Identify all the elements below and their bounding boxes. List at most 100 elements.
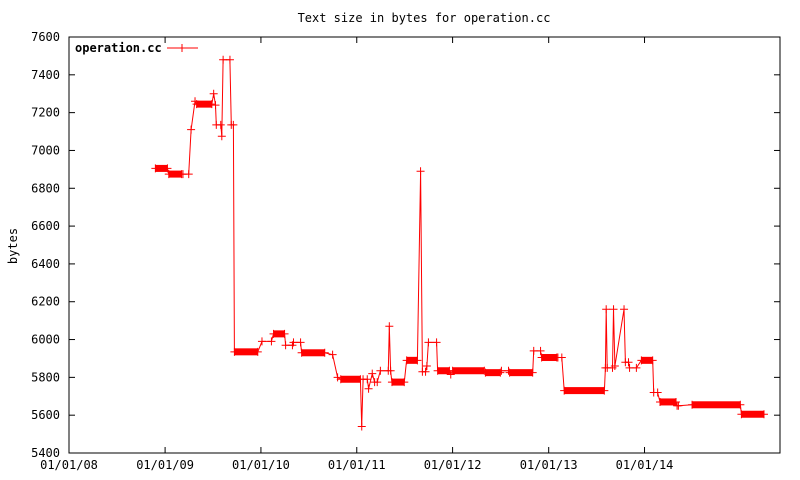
data-point-marker [385, 322, 394, 331]
y-tick-label: 6400 [31, 257, 60, 271]
data-point-marker [219, 55, 228, 64]
data-point-marker [187, 125, 196, 134]
x-tick-label: 01/01/11 [328, 458, 386, 472]
x-tick-label: 01/01/13 [520, 458, 578, 472]
dense-marker-run [168, 170, 182, 178]
x-tick-label: 01/01/10 [232, 458, 290, 472]
y-tick-label: 7600 [31, 30, 60, 44]
x-tick-label: 01/01/12 [424, 458, 482, 472]
data-point-marker [363, 375, 372, 384]
dense-marker-run [273, 330, 285, 338]
data-point-marker [373, 378, 382, 387]
data-point-marker [376, 366, 385, 375]
data-point-marker [357, 422, 366, 431]
data-point-marker [424, 338, 433, 347]
data-point-marker [368, 369, 377, 378]
dense-marker-run [234, 348, 258, 356]
data-point-marker [496, 368, 505, 377]
y-tick-label: 7200 [31, 106, 60, 120]
dense-marker-run [406, 356, 418, 364]
dense-marker-run [391, 378, 405, 386]
data-point-marker [620, 305, 629, 314]
series-markers [151, 55, 768, 431]
data-point-marker [600, 386, 609, 395]
data-point-marker [280, 329, 289, 338]
data-point-marker [446, 370, 455, 379]
data-point-marker [217, 132, 226, 141]
dense-marker-run [692, 401, 741, 409]
dense-marker-run [509, 369, 533, 377]
x-tick-label: 01/01/08 [40, 458, 98, 472]
data-point-marker [497, 366, 506, 375]
data-point-marker [163, 164, 172, 173]
data-point-marker [296, 338, 305, 347]
data-point-marker [289, 338, 298, 347]
data-point-marker [281, 341, 290, 350]
data-point-marker [432, 338, 441, 347]
data-point-marker [422, 362, 431, 371]
data-point-marker [648, 356, 657, 365]
data-point-marker [653, 388, 662, 397]
x-tick-label: 01/01/09 [136, 458, 194, 472]
data-point-marker [528, 368, 537, 377]
y-tick-label: 6600 [31, 219, 60, 233]
y-tick-label: 7400 [31, 68, 60, 82]
legend: operation.cc [75, 41, 198, 55]
data-point-marker [364, 384, 373, 393]
series-group [151, 55, 768, 431]
dense-marker-run [541, 354, 557, 362]
dense-marker-run [155, 164, 168, 172]
data-point-marker [674, 401, 683, 410]
data-point-marker [602, 305, 611, 314]
dense-marker-run [741, 410, 764, 418]
data-point-marker [229, 120, 238, 129]
dense-marker-run [452, 367, 485, 375]
legend-label: operation.cc [75, 41, 162, 55]
y-tick-label: 7000 [31, 143, 60, 157]
data-point-marker [400, 378, 409, 387]
dense-marker-run [340, 375, 361, 383]
data-point-marker [625, 363, 634, 372]
data-point-marker [216, 120, 225, 129]
y-axis-label: bytes [6, 228, 20, 264]
y-tick-label: 6200 [31, 295, 60, 309]
data-point-marker [610, 362, 619, 371]
data-point-marker [536, 346, 545, 355]
data-point-marker [207, 100, 216, 109]
data-point-marker [267, 337, 276, 346]
data-point-marker [416, 167, 425, 176]
data-point-marker [328, 350, 337, 359]
x-tick-label: 01/01/14 [616, 458, 674, 472]
data-point-marker [632, 363, 641, 372]
y-tick-label: 6000 [31, 333, 60, 347]
dense-marker-run [196, 100, 212, 108]
data-point-marker [759, 410, 768, 419]
data-point-marker [257, 337, 266, 346]
data-point-marker [209, 89, 218, 98]
y-tick-label: 6800 [31, 181, 60, 195]
data-point-marker [624, 358, 633, 367]
data-point-marker [557, 353, 566, 362]
data-point-marker [609, 305, 618, 314]
data-point-marker [253, 347, 262, 356]
data-point-marker [421, 367, 430, 376]
dense-marker-run [641, 356, 653, 364]
data-point-marker [211, 101, 220, 110]
dense-marker-run [485, 369, 501, 377]
data-point-marker [413, 356, 422, 365]
y-axis-ticks: 5400 5600 5800 6000 6200 6400 6600 6800 7000 7200… [31, 30, 780, 460]
data-point-marker [320, 348, 329, 357]
data-point-marker [736, 400, 745, 409]
data-point-marker [386, 366, 395, 375]
data-point-marker [225, 55, 234, 64]
chart-title: Text size in bytes for operation.cc [298, 11, 551, 25]
x-axis-ticks: 01/01/08 01/01/09 01/01/10 01/01/11 01/01/12… [40, 37, 673, 472]
dense-marker-run [564, 387, 605, 395]
data-point-marker [184, 170, 193, 179]
plot-frame [68, 36, 781, 454]
y-tick-label: 5600 [31, 408, 60, 422]
y-tick-label: 5400 [31, 446, 60, 460]
data-point-marker [529, 346, 538, 355]
y-tick-label: 5800 [31, 370, 60, 384]
